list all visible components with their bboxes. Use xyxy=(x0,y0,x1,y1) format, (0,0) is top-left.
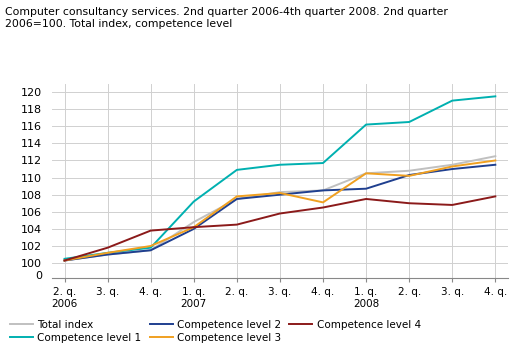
Competence level 3 xyxy=(449,164,455,168)
Competence level 4 xyxy=(320,205,326,209)
Competence level 1 xyxy=(277,163,283,167)
Total index xyxy=(191,220,197,224)
Competence level 4 xyxy=(406,201,412,205)
Competence level 3 xyxy=(61,259,68,263)
Total index xyxy=(148,248,154,252)
Text: Computer consultancy services. 2nd quarter 2006-4th quarter 2008. 2nd quarter
20: Computer consultancy services. 2nd quart… xyxy=(5,7,448,29)
Competence level 4 xyxy=(492,194,498,198)
Total index xyxy=(363,171,369,175)
Competence level 1 xyxy=(406,120,412,124)
Competence level 1 xyxy=(191,199,197,204)
Competence level 2 xyxy=(320,188,326,192)
Competence level 2 xyxy=(449,167,455,171)
Total index xyxy=(105,252,111,256)
Competence level 4 xyxy=(148,229,154,233)
Competence level 3 xyxy=(363,171,369,175)
Competence level 4 xyxy=(61,259,68,263)
Line: Competence level 3: Competence level 3 xyxy=(64,160,495,261)
Competence level 3 xyxy=(191,225,197,229)
Competence level 3 xyxy=(148,244,154,248)
Competence level 4 xyxy=(449,203,455,207)
Total index xyxy=(449,163,455,167)
Total index xyxy=(492,154,498,158)
Total index xyxy=(61,259,68,263)
Competence level 1 xyxy=(105,251,111,255)
Competence level 2 xyxy=(148,248,154,252)
Competence level 2 xyxy=(363,187,369,191)
Competence level 2 xyxy=(191,227,197,231)
Competence level 3 xyxy=(492,158,498,163)
Competence level 1 xyxy=(363,122,369,127)
Competence level 3 xyxy=(320,200,326,205)
Competence level 1 xyxy=(320,161,326,165)
Total index xyxy=(277,190,283,194)
Competence level 3 xyxy=(277,191,283,195)
Competence level 1 xyxy=(234,168,240,172)
Competence level 2 xyxy=(406,173,412,177)
Competence level 2 xyxy=(234,197,240,201)
Competence level 3 xyxy=(406,174,412,178)
Total index xyxy=(406,169,412,173)
Competence level 3 xyxy=(234,194,240,198)
Line: Total index: Total index xyxy=(64,156,495,261)
Total index xyxy=(320,188,326,192)
Competence level 3 xyxy=(105,251,111,255)
Competence level 1 xyxy=(449,98,455,103)
Competence level 2 xyxy=(61,259,68,263)
Line: Competence level 1: Competence level 1 xyxy=(64,96,495,259)
Competence level 4 xyxy=(363,197,369,201)
Competence level 1 xyxy=(492,94,498,98)
Competence level 4 xyxy=(277,211,283,215)
Competence level 2 xyxy=(492,163,498,167)
Competence level 1 xyxy=(61,257,68,261)
Competence level 1 xyxy=(148,246,154,250)
Total index xyxy=(234,197,240,201)
Line: Competence level 2: Competence level 2 xyxy=(64,165,495,261)
Competence level 4 xyxy=(191,225,197,229)
Line: Competence level 4: Competence level 4 xyxy=(64,196,495,261)
Competence level 4 xyxy=(105,246,111,250)
Legend: Total index, Competence level 1, Competence level 2, Competence level 3, Compete: Total index, Competence level 1, Compete… xyxy=(10,320,421,343)
Competence level 4 xyxy=(234,222,240,227)
Competence level 2 xyxy=(277,192,283,197)
Competence level 2 xyxy=(105,252,111,256)
